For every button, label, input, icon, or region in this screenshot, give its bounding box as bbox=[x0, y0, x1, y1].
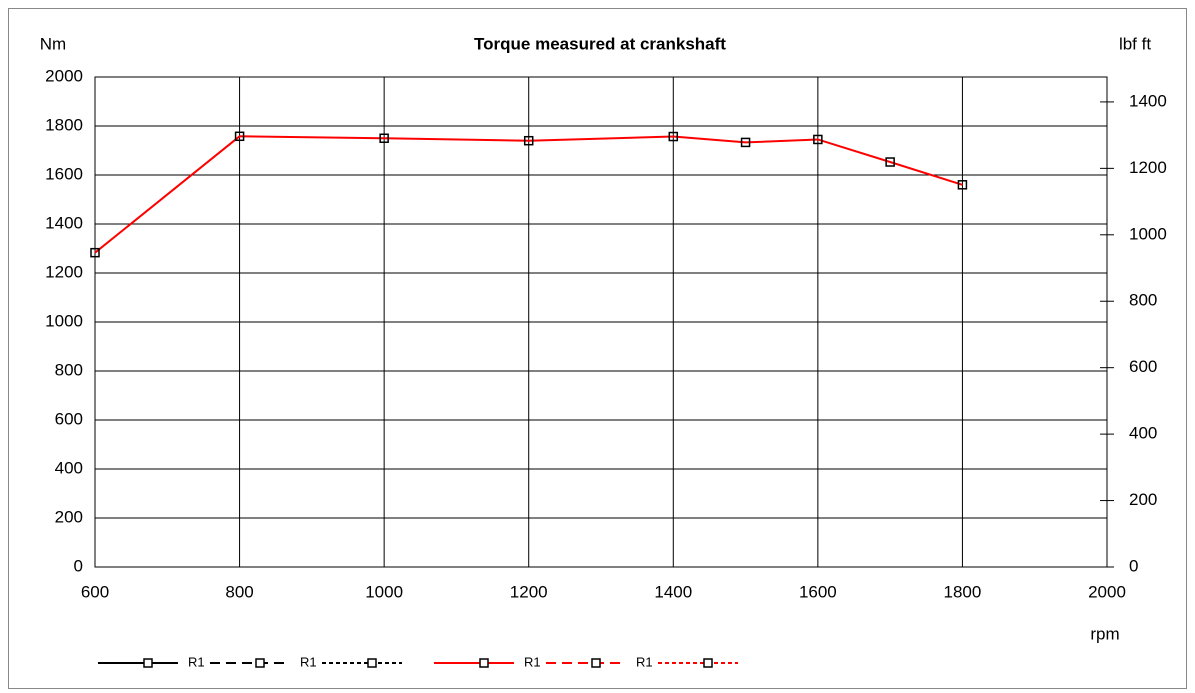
legend-label: R1 bbox=[188, 654, 205, 669]
y-tick-label: 600 bbox=[55, 409, 83, 428]
y-tick-label: 2000 bbox=[45, 66, 83, 85]
y-tick-label: 1600 bbox=[45, 164, 83, 183]
data-point bbox=[234, 131, 245, 142]
y-tick-label: 1400 bbox=[45, 213, 83, 232]
y2-tick-label: 800 bbox=[1129, 291, 1157, 310]
y-tick-label: 0 bbox=[74, 556, 83, 575]
data-point bbox=[740, 137, 751, 148]
data-point bbox=[379, 133, 389, 143]
y-tick-label: 200 bbox=[55, 507, 83, 526]
y-tick-label: 400 bbox=[55, 458, 83, 477]
legend-marker bbox=[479, 658, 489, 668]
y-axis-label: Nm bbox=[40, 34, 66, 53]
chart-title: Torque measured at crankshaft bbox=[474, 34, 726, 53]
legend-marker bbox=[703, 658, 713, 668]
series-line bbox=[94, 135, 963, 254]
y-tick-label: 1800 bbox=[45, 115, 83, 134]
legend-marker bbox=[143, 658, 153, 668]
y2-tick-label: 200 bbox=[1129, 490, 1157, 509]
legend-label: R1 bbox=[636, 654, 653, 669]
y-tick-label: 800 bbox=[55, 360, 83, 379]
data-point bbox=[523, 135, 534, 146]
y2-tick-label: 0 bbox=[1129, 556, 1138, 575]
x-tick-label: 1000 bbox=[365, 582, 403, 601]
plot-frame bbox=[94, 76, 1108, 568]
legend-marker bbox=[367, 658, 377, 668]
data-point bbox=[885, 157, 895, 167]
x-tick-label: 600 bbox=[81, 582, 109, 601]
x-tick-label: 800 bbox=[225, 582, 253, 601]
chart-frame bbox=[8, 8, 1187, 689]
legend-marker bbox=[255, 658, 265, 668]
y2-tick-label: 1400 bbox=[1129, 91, 1167, 110]
x-tick-label: 1600 bbox=[799, 582, 837, 601]
y2-tick-label: 400 bbox=[1129, 424, 1157, 443]
legend-label: R1 bbox=[300, 654, 317, 669]
x-tick-label: 1400 bbox=[654, 582, 692, 601]
y-tick-label: 1000 bbox=[45, 311, 83, 330]
y2-axis-label: lbf ft bbox=[1119, 34, 1151, 53]
x-axis-label: rpm bbox=[1090, 624, 1119, 643]
y-tick-label: 1200 bbox=[45, 262, 83, 281]
legend-marker bbox=[591, 658, 601, 668]
data-point bbox=[668, 131, 679, 142]
x-tick-label: 1800 bbox=[944, 582, 982, 601]
y2-tick-label: 600 bbox=[1129, 357, 1157, 376]
x-tick-label: 2000 bbox=[1088, 582, 1126, 601]
data-point bbox=[90, 247, 100, 258]
data-point bbox=[957, 180, 968, 190]
y2-tick-label: 1000 bbox=[1129, 224, 1167, 243]
y2-tick-label: 1200 bbox=[1129, 158, 1167, 177]
legend-label: R1 bbox=[524, 654, 541, 669]
data-point bbox=[813, 134, 823, 145]
x-tick-label: 1200 bbox=[510, 582, 548, 601]
